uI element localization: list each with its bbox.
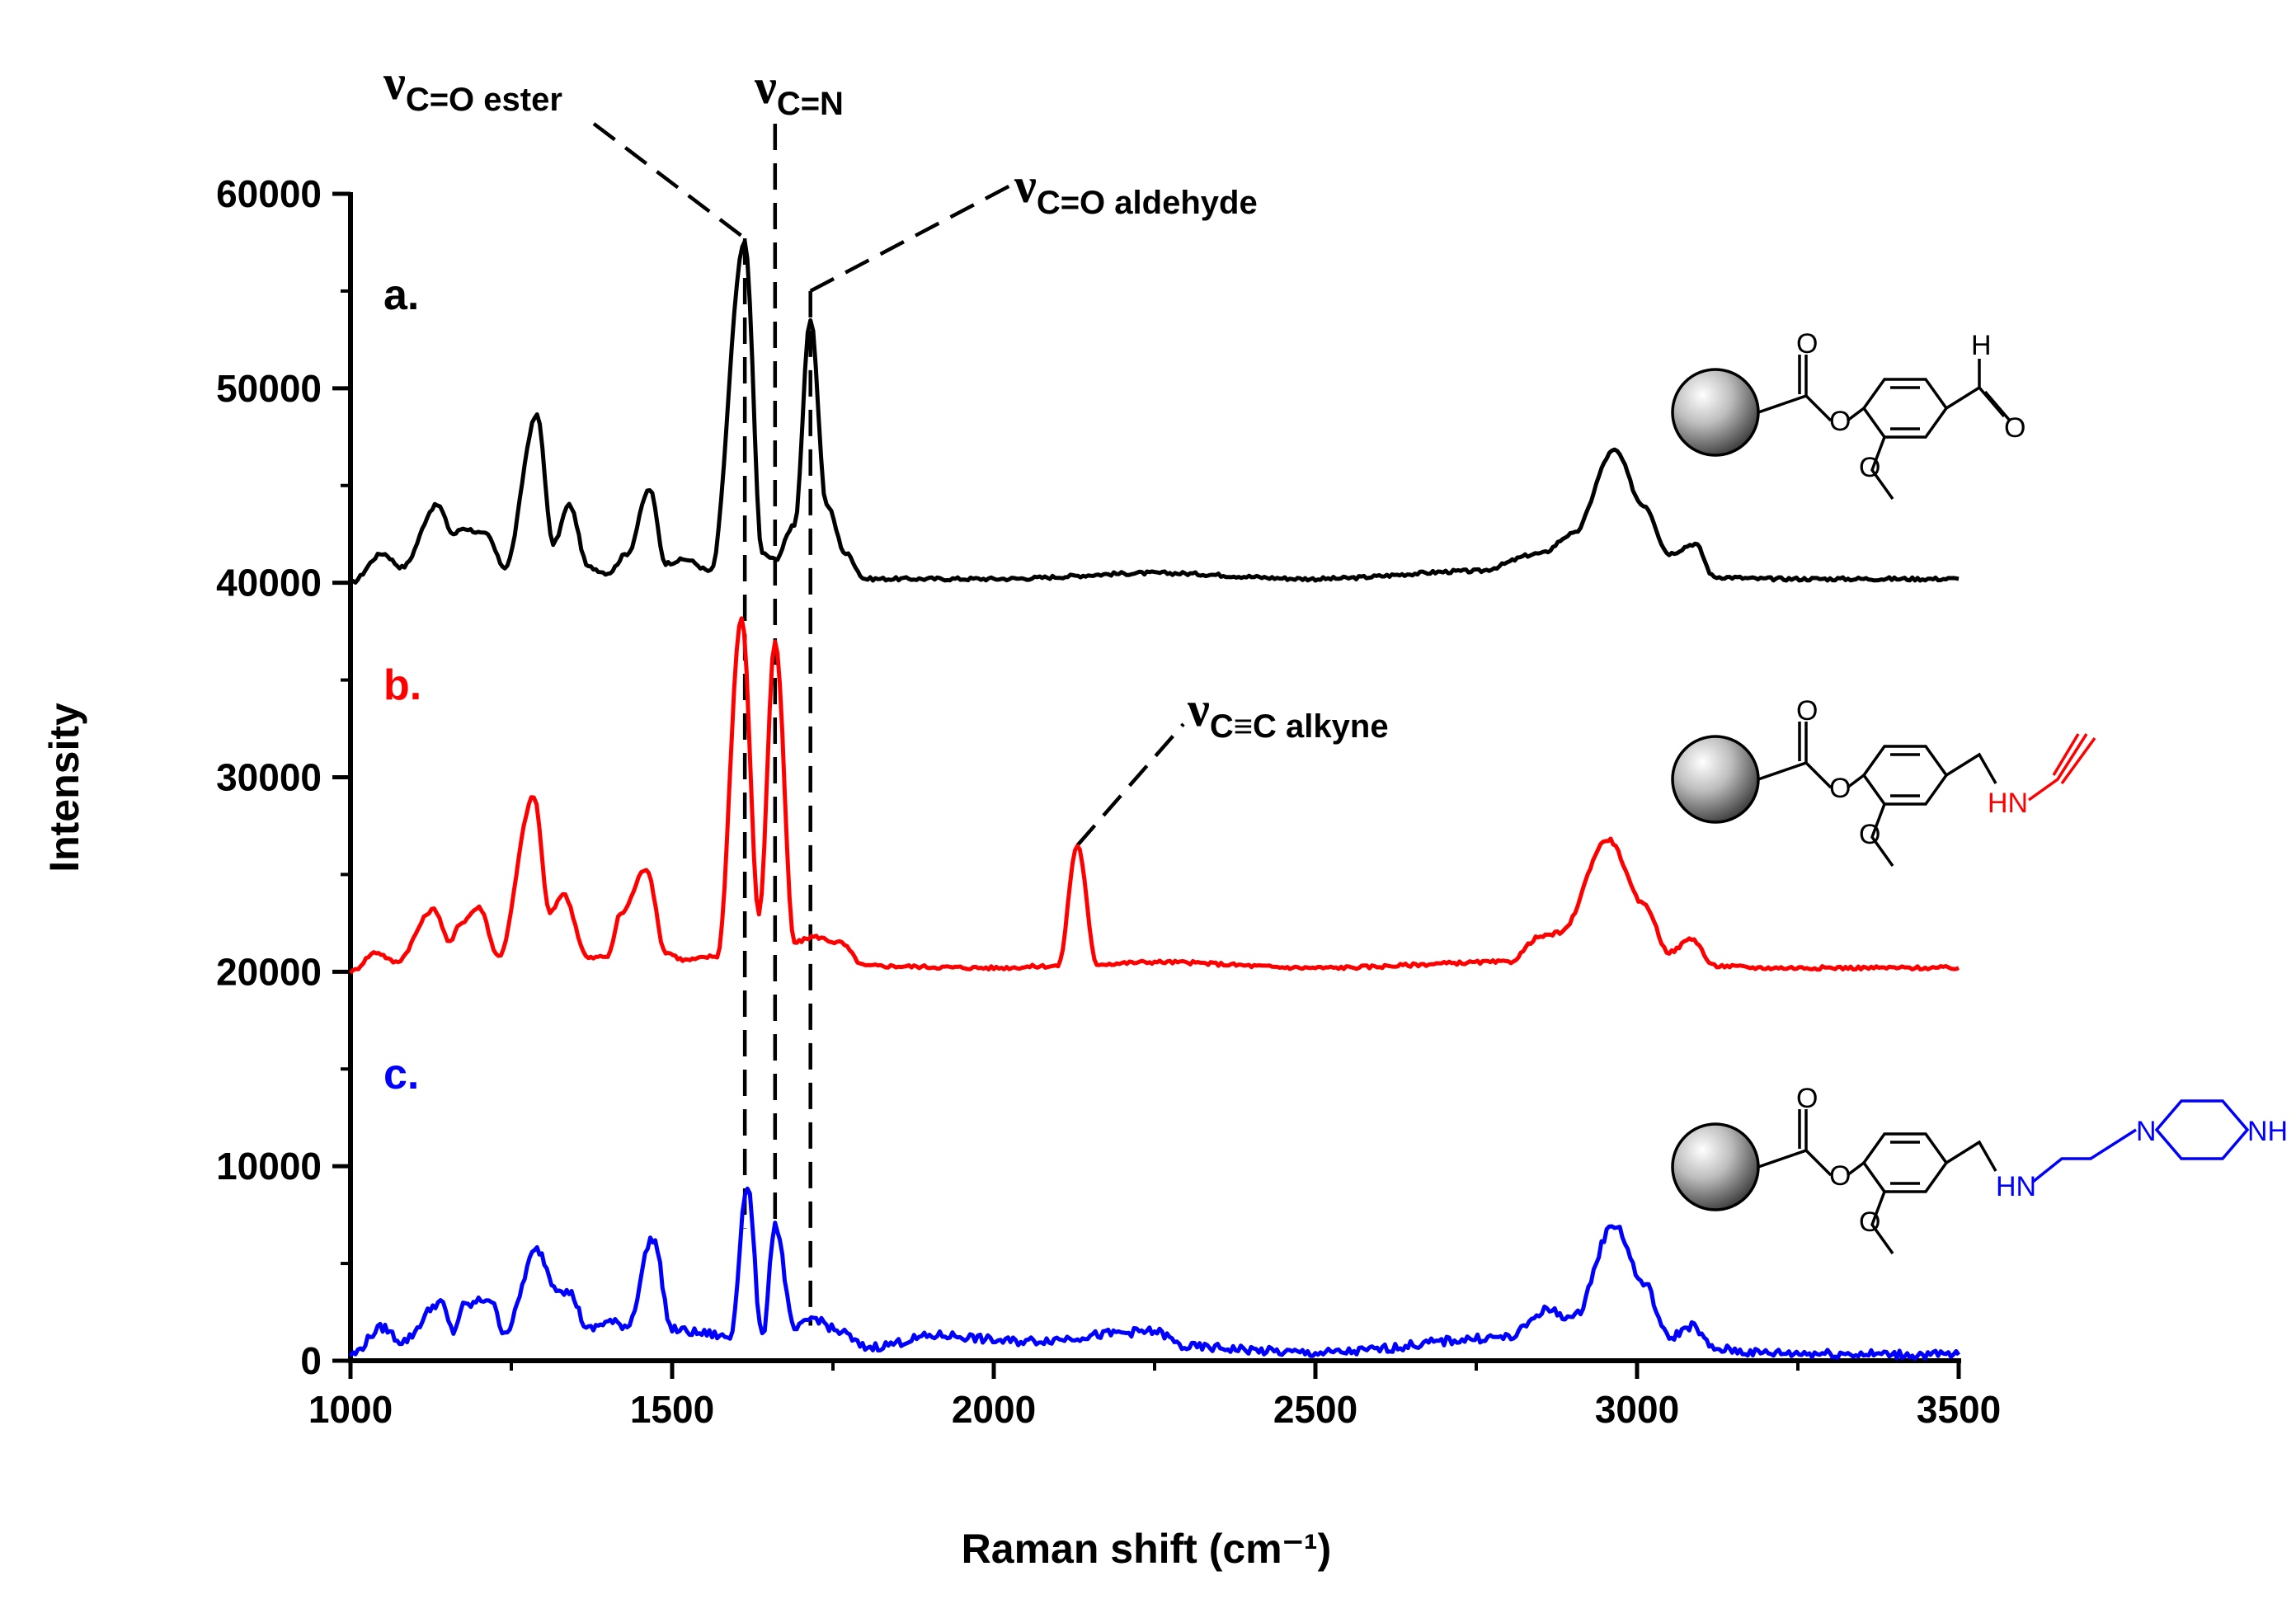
atom-a-o3: O xyxy=(1859,452,1880,483)
aldehyde-leader xyxy=(809,184,1012,293)
series-label-c: c. xyxy=(383,1051,419,1098)
annotation-cn-main: ν xyxy=(754,59,777,114)
labels-layer: Intensity Raman shift (cm⁻¹) a. b. c. νC… xyxy=(41,55,1389,1572)
annotation-cn-sub: C=N xyxy=(777,86,844,122)
atom-c-o2: O xyxy=(1829,1160,1851,1192)
x-axis-title: Raman shift (cm⁻¹) xyxy=(962,1526,1332,1572)
atom-b-o2: O xyxy=(1829,773,1851,804)
alkyne-leader xyxy=(1075,722,1185,847)
atom-a-o4: O xyxy=(2004,412,2025,444)
series-line-b xyxy=(349,616,1960,975)
ester-leader xyxy=(592,122,746,240)
annotation-cn: νC=N xyxy=(754,59,844,122)
x-tick-label: 1000 xyxy=(308,1388,393,1431)
annotation-ester: νC=O ester xyxy=(383,55,562,118)
y-tick-label: 0 xyxy=(300,1339,322,1382)
atom-c-o3: O xyxy=(1859,1207,1880,1238)
annotation-aldehyde: νC=O aldehyde xyxy=(1014,158,1258,221)
series-line-c xyxy=(348,1186,1961,1361)
y-tick-label: 20000 xyxy=(216,950,322,993)
annotation-dashes xyxy=(592,122,1185,1326)
atom-c-hn: HN xyxy=(1996,1171,2036,1202)
series-lines xyxy=(348,239,1961,1361)
y-axis-title: Intensity xyxy=(41,703,87,873)
series-label-b: b. xyxy=(383,661,421,709)
annotation-aldehyde-main: ν xyxy=(1014,158,1037,213)
structure-c: O O O HN N NH xyxy=(1671,1083,2288,1255)
bead-icon xyxy=(1671,735,1760,824)
atom-a-o2: O xyxy=(1829,406,1851,437)
x-tick-label: 3500 xyxy=(1917,1388,2001,1431)
atom-b-o1: O xyxy=(1796,695,1818,727)
axes: 1000 1500 2000 2500 3000 3500 0 10000 20000 30000… xyxy=(216,172,2001,1431)
atom-c-nh: NH xyxy=(2247,1116,2288,1147)
y-tick-label: 50000 xyxy=(216,367,322,410)
x-tick-label: 2000 xyxy=(952,1388,1036,1431)
atom-b-hn: HN xyxy=(1988,788,2028,819)
bead-icon xyxy=(1671,368,1760,457)
annotation-alkyne: νC≡C alkyne xyxy=(1187,682,1389,745)
structure-a: O O O H O xyxy=(1671,328,2025,501)
atom-c-o1: O xyxy=(1796,1083,1818,1114)
y-tick-label: 40000 xyxy=(216,562,322,604)
x-tick-label: 1500 xyxy=(630,1388,714,1431)
annotation-alkyne-main: ν xyxy=(1187,682,1210,736)
series-line-a xyxy=(350,239,1960,585)
atom-c-n: N xyxy=(2136,1116,2157,1147)
y-tick-label: 10000 xyxy=(216,1145,322,1188)
atom-a-h: H xyxy=(1971,330,1992,361)
structure-b: O O O HN xyxy=(1671,695,2096,868)
bead-icon xyxy=(1671,1122,1760,1211)
atom-a-o1: O xyxy=(1796,328,1818,360)
annotation-ester-sub: C=O ester xyxy=(406,82,562,118)
series-label-a: a. xyxy=(383,271,419,319)
x-tick-label: 2500 xyxy=(1273,1388,1357,1431)
atom-b-o3: O xyxy=(1859,819,1880,850)
x-tick-label: 3000 xyxy=(1595,1388,1679,1431)
y-tick-label: 30000 xyxy=(216,756,322,799)
annotation-alkyne-sub: C≡C alkyne xyxy=(1210,708,1389,745)
annotation-ester-main: ν xyxy=(383,55,406,110)
y-tick-label: 60000 xyxy=(216,172,322,215)
annotation-aldehyde-sub: C=O aldehyde xyxy=(1037,185,1258,221)
